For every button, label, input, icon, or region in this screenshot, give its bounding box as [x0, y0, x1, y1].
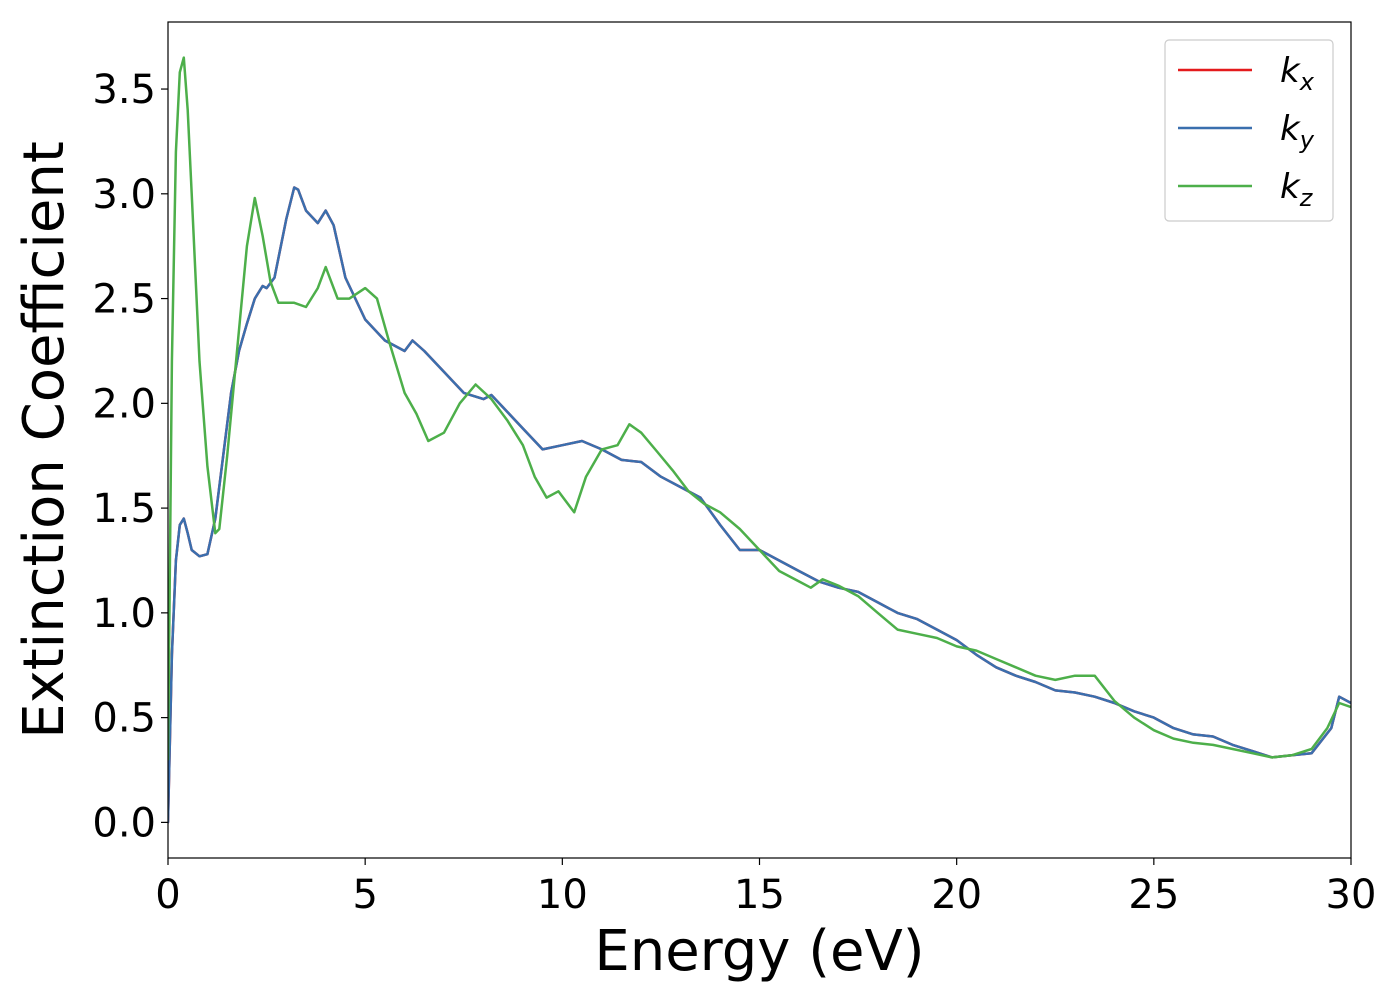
- legend: kx ky kz: [1164, 39, 1334, 222]
- y-tick-label: 2.5: [92, 277, 156, 323]
- legend-label: ky: [1280, 109, 1315, 154]
- x-tick-label: 0: [155, 872, 180, 918]
- y-tick-label: 1.5: [92, 486, 156, 532]
- legend-label: kz: [1280, 167, 1314, 212]
- legend-box: [1164, 39, 1334, 222]
- legend-label: kx: [1280, 51, 1315, 96]
- y-tick-label: 0.5: [92, 696, 156, 742]
- x-tick-label: 30: [1326, 872, 1377, 918]
- y-tick-label: 1.0: [92, 591, 156, 637]
- x-axis: 0 5 10 15 20 25 30: [155, 858, 1376, 918]
- x-tick-label: 15: [734, 872, 785, 918]
- y-tick-label: 0.0: [92, 800, 156, 846]
- x-tick-label: 10: [537, 872, 588, 918]
- x-axis-title: Energy (eV): [594, 919, 924, 984]
- x-tick-label: 25: [1128, 872, 1179, 918]
- y-tick-label: 2.0: [92, 381, 156, 427]
- y-axis: 0.0 0.5 1.0 1.5 2.0 2.5 3.0 3.5: [92, 67, 168, 846]
- series-line-ky: [168, 186, 1351, 824]
- series-line-kz: [168, 56, 1351, 761]
- x-tick-label: 5: [352, 872, 377, 918]
- y-tick-label: 3.0: [92, 172, 156, 218]
- series-layer: [168, 56, 1351, 824]
- y-tick-label: 3.5: [92, 67, 156, 113]
- y-axis-title: Extinction Coefficient: [12, 141, 77, 739]
- x-tick-label: 20: [931, 872, 982, 918]
